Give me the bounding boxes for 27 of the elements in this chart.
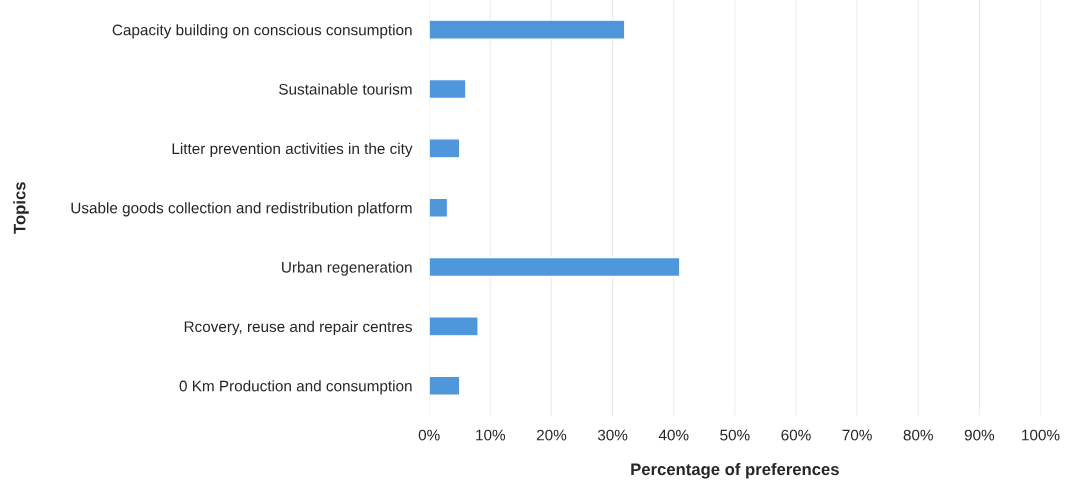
x-axis-title: Percentage of preferences [631, 462, 839, 479]
bar [429, 375, 461, 396]
x-tick-label: 50% [720, 429, 750, 441]
x-tick-label: 70% [842, 429, 872, 441]
y-tick-label: 0 Km Production and consumption [179, 380, 412, 395]
x-tick-label: 60% [781, 429, 811, 441]
x-tick-label: 40% [658, 429, 689, 441]
bar [429, 19, 626, 40]
bar [429, 78, 467, 100]
x-tick-label: 0% [418, 429, 440, 441]
x-tick-label: 80% [903, 429, 933, 441]
y-tick-label: Capacity building on conscious consumption [112, 24, 412, 39]
bar [429, 316, 479, 337]
x-tick-label: 100% [1022, 429, 1060, 441]
x-tick-label: 90% [964, 429, 995, 441]
y-tick-label: Sustainable tourism [279, 83, 412, 95]
bar [429, 256, 681, 278]
bar [429, 138, 461, 159]
y-tick-label: Urban regeneration [282, 261, 412, 276]
x-tick-label: 20% [536, 429, 567, 441]
y-tick-label: Usable goods collection and redistribution platform [71, 202, 412, 217]
x-tick-label: 30% [597, 429, 628, 441]
y-axis-title: Topics [13, 182, 29, 234]
bar [429, 197, 449, 218]
x-tick-label: 10% [476, 429, 506, 441]
y-tick-label: Rcovery, reuse and repair centres [184, 320, 412, 336]
y-tick-label: Litter prevention activities in the city [172, 142, 413, 158]
